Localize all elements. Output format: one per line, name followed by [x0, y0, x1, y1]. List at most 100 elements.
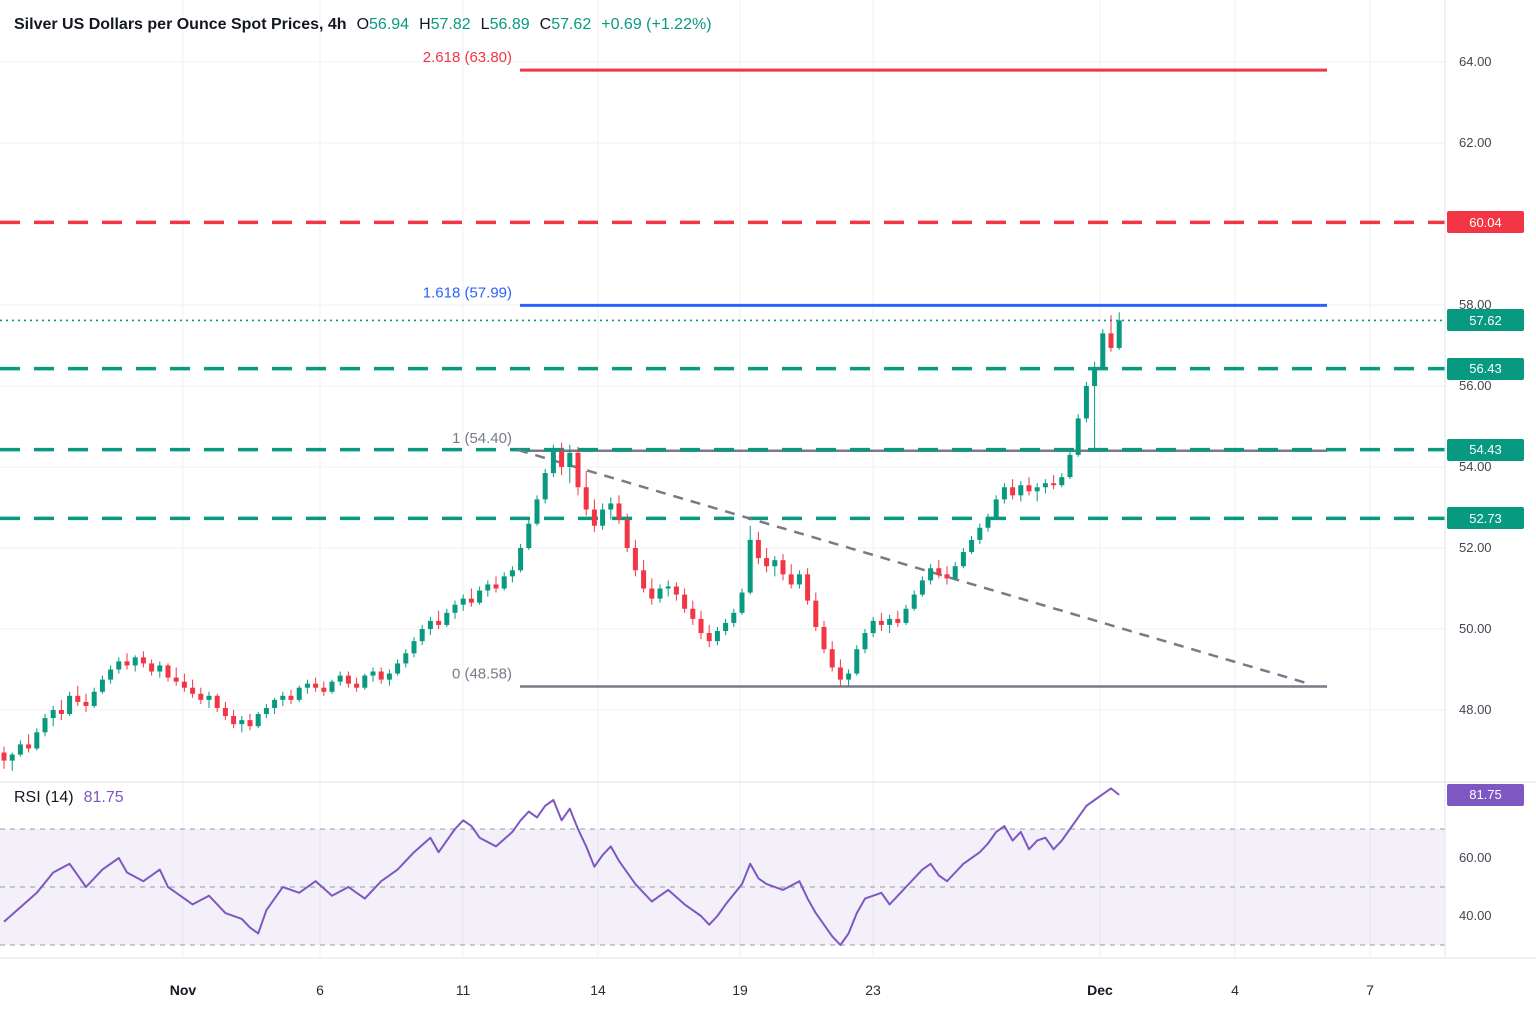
candle-body	[960, 552, 966, 567]
close-value: 57.62	[551, 16, 592, 33]
candle-body	[1092, 367, 1098, 386]
candle-body	[747, 539, 753, 593]
candle-body	[575, 452, 581, 488]
candle-body	[1034, 487, 1040, 492]
candle-body	[796, 574, 802, 585]
candle-body	[304, 683, 310, 688]
rsi-label: RSI (14)	[14, 789, 74, 806]
candle-body	[969, 539, 975, 553]
candle-body	[714, 631, 720, 642]
open-label: O	[356, 16, 370, 33]
candle-body	[403, 653, 409, 664]
candle-body	[829, 649, 835, 668]
candle-body	[624, 519, 630, 548]
candle-body	[550, 450, 556, 474]
candle-body	[83, 701, 89, 706]
candle-body	[140, 657, 146, 664]
candle-body	[477, 590, 483, 603]
candle-body	[132, 657, 138, 666]
candle-body	[706, 633, 712, 642]
candle-body	[337, 675, 343, 682]
candle-body	[919, 580, 925, 595]
candle-body	[936, 568, 942, 575]
candle-body	[313, 683, 319, 688]
candle-body	[280, 695, 286, 700]
candle-body	[26, 744, 32, 749]
candle-body	[821, 626, 827, 650]
candle-body	[878, 620, 884, 625]
candle-body	[673, 586, 679, 595]
candle-body	[354, 683, 360, 688]
candle-body	[1116, 320, 1122, 348]
candle-body	[239, 720, 245, 725]
candle-body	[870, 620, 876, 634]
candle-body	[1026, 485, 1032, 492]
candle-body	[411, 641, 417, 654]
horizontal-levels[interactable]	[0, 220, 1445, 521]
candle-body	[567, 452, 573, 467]
candle-body	[157, 665, 163, 672]
candle-body	[862, 633, 868, 650]
candle-body	[985, 517, 991, 528]
candle-body	[854, 649, 860, 674]
candle-body	[386, 673, 392, 680]
candle-body	[1001, 487, 1007, 500]
candle-body	[321, 687, 327, 692]
candle-body	[993, 499, 999, 518]
candle-body	[108, 669, 114, 680]
candle-body	[444, 612, 450, 625]
candle-body	[485, 584, 491, 591]
fib-level-label: 0 (48.58)	[452, 666, 512, 683]
low-label: L	[480, 16, 490, 33]
candle-body	[1042, 483, 1048, 488]
candle-body	[50, 710, 56, 719]
candle-body	[165, 665, 171, 678]
candle-body	[419, 629, 425, 642]
candle-body	[698, 618, 704, 634]
candle-body	[755, 539, 761, 559]
candle-body	[452, 604, 458, 613]
candle-body	[649, 588, 655, 599]
candle-body	[173, 677, 179, 682]
candle-body	[255, 714, 261, 727]
candle-body	[739, 592, 745, 613]
candle-body	[1075, 418, 1081, 455]
candle-body	[190, 687, 196, 694]
candle-body	[518, 548, 524, 571]
candle-body	[903, 608, 909, 623]
candle-body	[772, 560, 778, 567]
candle-body	[534, 499, 540, 524]
candle-body	[198, 693, 204, 700]
candle-body	[296, 687, 302, 700]
fib-level-label: 2.618 (63.80)	[423, 49, 512, 66]
candle-body	[632, 548, 638, 571]
candle-body	[1051, 483, 1057, 486]
candle-body	[583, 487, 589, 510]
candle-body	[665, 586, 671, 589]
candle-body	[460, 598, 466, 605]
candle-body	[272, 699, 278, 708]
high-label: H	[419, 16, 431, 33]
candle-body	[149, 663, 155, 672]
candle-body	[788, 574, 794, 585]
candle-body	[436, 620, 442, 625]
candle-body	[911, 594, 917, 609]
fib-level-label: 1.618 (57.99)	[423, 284, 512, 301]
candle-body	[75, 695, 81, 702]
trendline[interactable]	[517, 448, 1311, 686]
candle-body	[952, 566, 958, 579]
candle-body	[887, 618, 893, 625]
candle-body	[977, 527, 983, 540]
candle-body	[263, 707, 269, 715]
high-value: 57.82	[430, 16, 471, 33]
candle-body	[370, 671, 376, 676]
symbol-legend: Silver US Dollars per Ounce Spot Prices,…	[14, 16, 712, 34]
candle-body	[288, 695, 294, 700]
candle-body	[214, 695, 220, 708]
candle-body	[780, 560, 786, 575]
candle-body	[813, 600, 819, 627]
candle-body	[731, 612, 737, 623]
candle-body	[1108, 333, 1114, 348]
